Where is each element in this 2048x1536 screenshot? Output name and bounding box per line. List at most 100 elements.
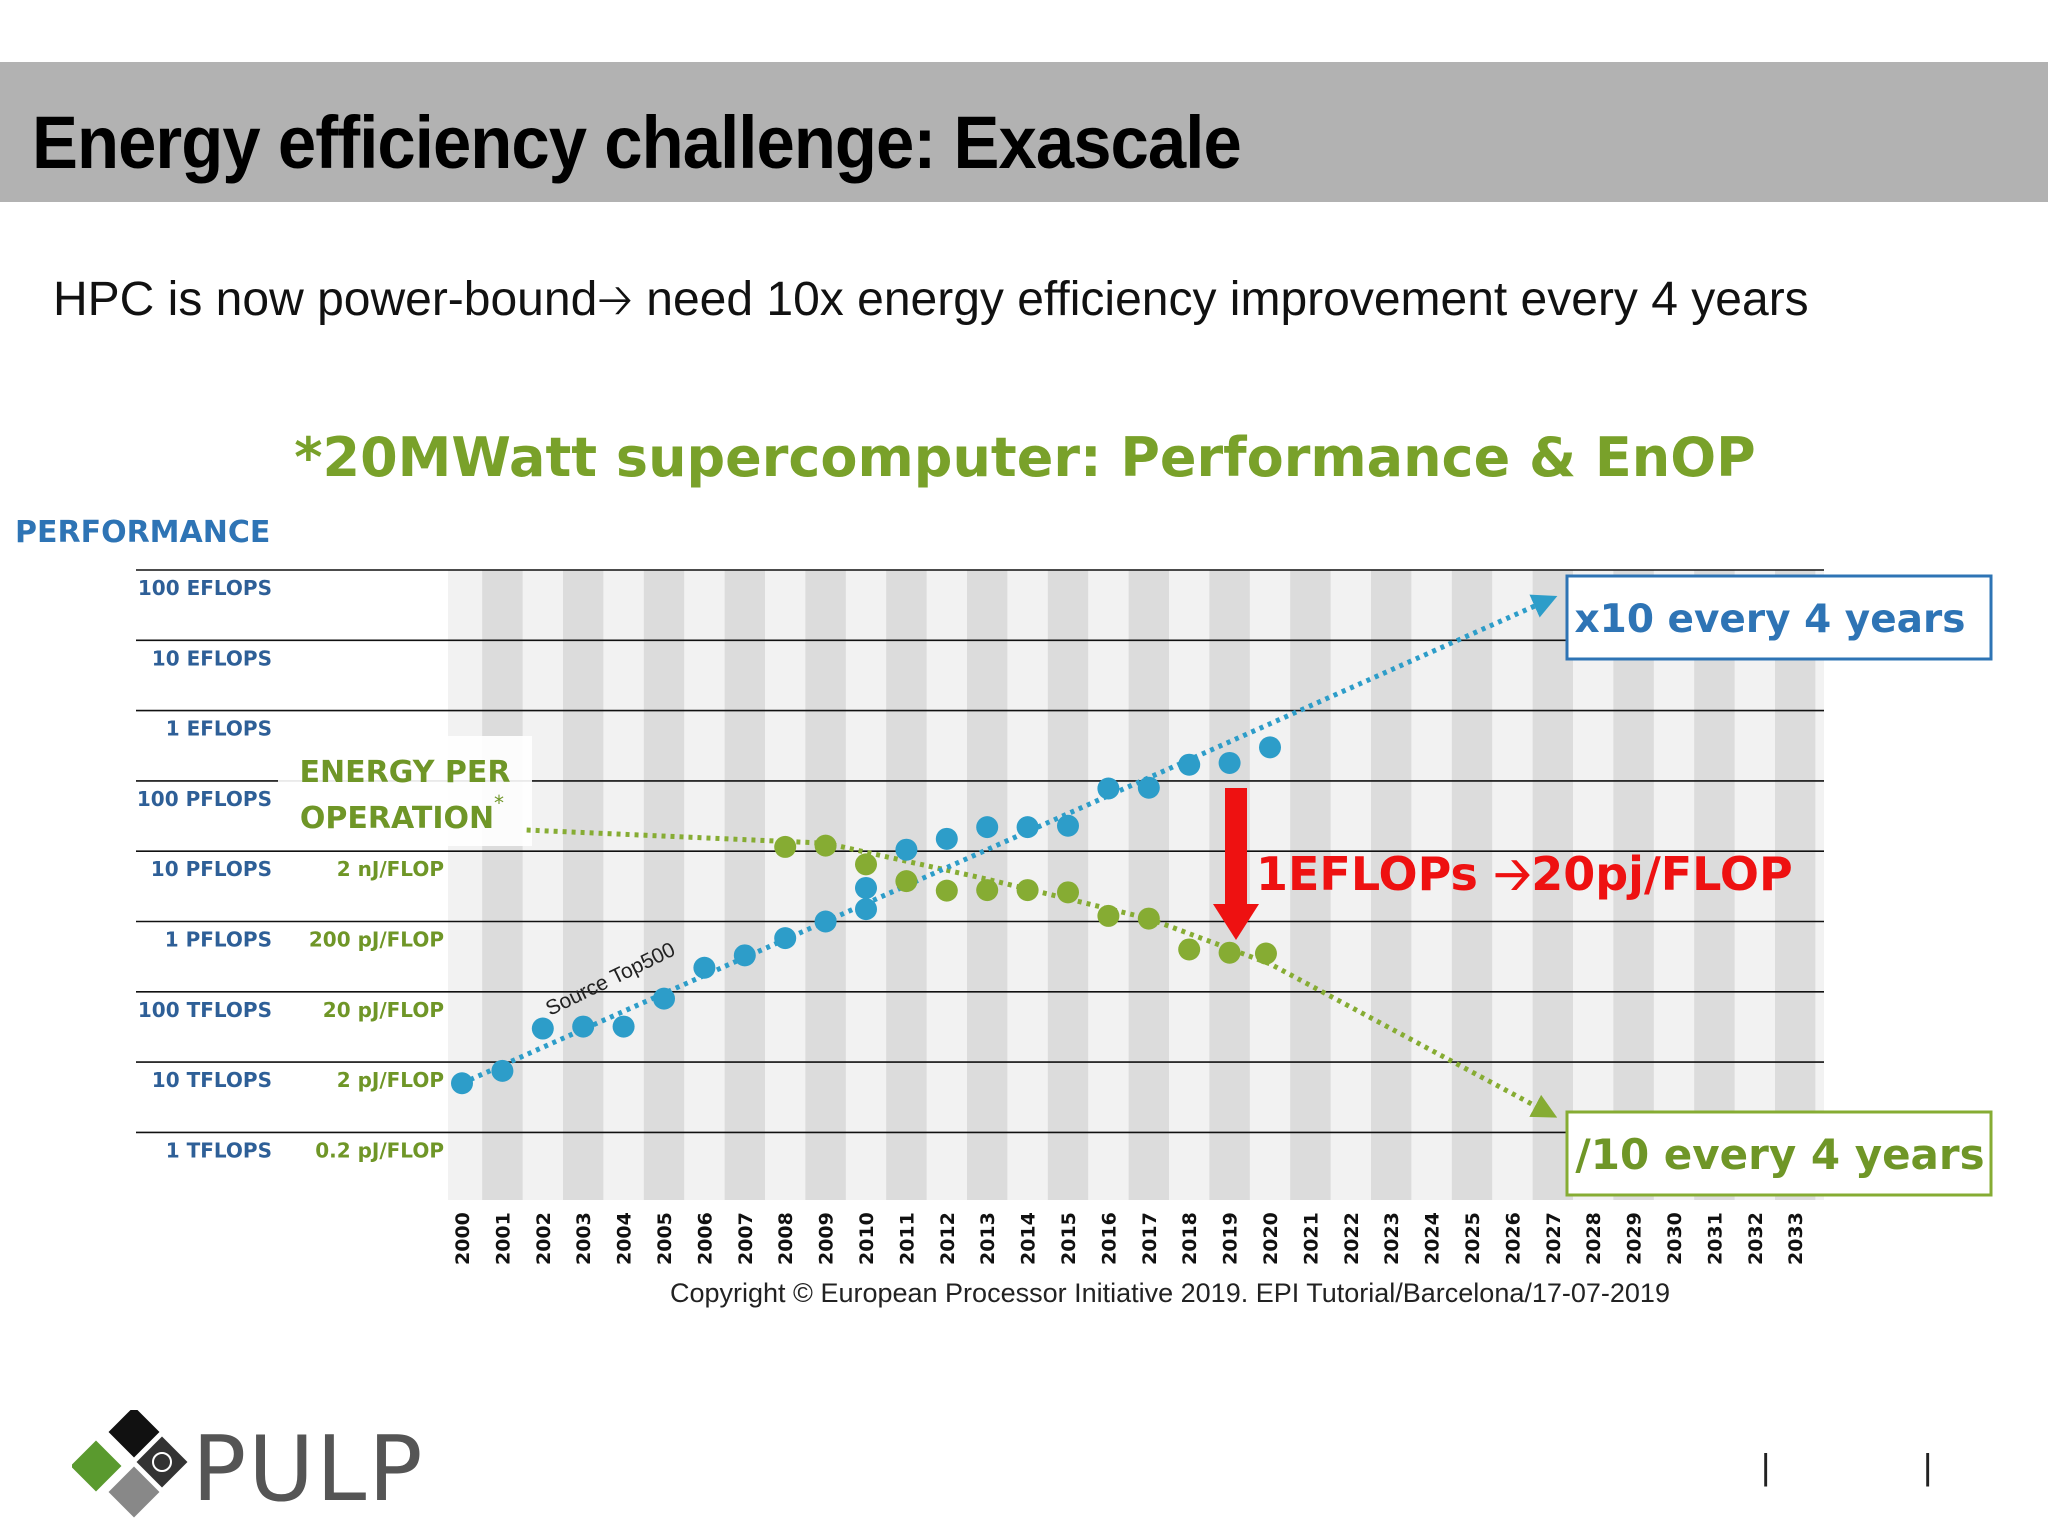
year-stripe bbox=[482, 570, 523, 1200]
performance-point bbox=[855, 876, 877, 899]
y2-tick-label: 2 pJ/FLOP bbox=[337, 1068, 444, 1092]
performance-point bbox=[895, 838, 918, 861]
performance-point bbox=[935, 827, 958, 850]
slide-subtitle: HPC is now power-bound🡢 need 10x energy … bbox=[53, 268, 1809, 343]
x-tick-label: 2016 bbox=[1098, 1212, 1120, 1265]
x-tick-label: 2032 bbox=[1745, 1212, 1767, 1265]
performance-point bbox=[612, 1015, 635, 1038]
x-tick-label: 2025 bbox=[1462, 1212, 1484, 1265]
performance-point bbox=[814, 910, 837, 933]
x-tick-label: 2026 bbox=[1502, 1212, 1524, 1265]
x-tick-labels: 2000 2001 2002 2003 2004 2005 2006 2007 2008 2009… bbox=[452, 1212, 1807, 1265]
subtitle-text-end: need 10x energy efficiency improvement e… bbox=[632, 273, 1809, 326]
x-tick-label: 2030 bbox=[1664, 1212, 1686, 1265]
x-tick-label: 2001 bbox=[492, 1212, 514, 1265]
year-stripe bbox=[1128, 570, 1169, 1200]
y2-tick-label: 0.2 pJ/FLOP bbox=[315, 1138, 444, 1162]
performance-point bbox=[1178, 753, 1201, 776]
performance-point bbox=[572, 1015, 595, 1038]
x-tick-label: 2027 bbox=[1543, 1212, 1565, 1265]
year-stripes bbox=[448, 570, 1824, 1200]
energy-point bbox=[976, 879, 999, 902]
year-stripe bbox=[1775, 570, 1816, 1200]
performance-point bbox=[1057, 814, 1079, 837]
subtitle-text-start: HPC is now power-bound bbox=[53, 273, 598, 326]
right-arrow-icon: 🡢 bbox=[597, 276, 633, 325]
x-tick-label: 2017 bbox=[1139, 1212, 1161, 1265]
y-tick-label: 100 PFLOPS bbox=[137, 787, 272, 811]
x-tick-label: 2011 bbox=[896, 1212, 918, 1265]
energy-point bbox=[814, 834, 837, 857]
y-tick-label: 1 EFLOPS bbox=[166, 717, 272, 741]
performance-point bbox=[693, 956, 716, 979]
performance-callout-box bbox=[1565, 574, 1993, 661]
footer-separator: | bbox=[1761, 1446, 1771, 1487]
performance-point bbox=[1097, 777, 1120, 800]
x-tick-label: 2009 bbox=[816, 1212, 838, 1265]
energy-axis-title-mark: * bbox=[494, 791, 504, 815]
energy-point bbox=[1137, 907, 1160, 930]
performance-point bbox=[774, 927, 797, 950]
performance-points bbox=[451, 736, 1281, 1095]
x-tick-label: 2013 bbox=[977, 1212, 999, 1265]
performance-point bbox=[1016, 816, 1039, 839]
x-tick-label: 2000 bbox=[452, 1212, 474, 1265]
energy-point bbox=[895, 870, 918, 893]
pulp-logo-text: PULP bbox=[192, 1417, 425, 1520]
x-tick-label: 2023 bbox=[1381, 1212, 1403, 1265]
x-tick-label: 2024 bbox=[1422, 1212, 1444, 1265]
y-tick-labels: 100 EFLOPS 10 EFLOPS 1 EFLOPS 100 PFLOPS 10 … bbox=[137, 576, 272, 1162]
y-tick-label: 100 TFLOPS bbox=[138, 998, 272, 1022]
x-tick-label: 2007 bbox=[735, 1212, 757, 1265]
x-tick-label: 2006 bbox=[694, 1212, 716, 1265]
x-tick-label: 2015 bbox=[1058, 1212, 1080, 1265]
performance-point bbox=[1218, 751, 1241, 774]
y-tick-label: 10 TFLOPS bbox=[152, 1068, 272, 1092]
footer-separator: | bbox=[1923, 1446, 1933, 1487]
energy-trend-line bbox=[526, 827, 1558, 1118]
performance-point bbox=[855, 898, 877, 921]
x-tick-label: 2028 bbox=[1583, 1212, 1605, 1265]
year-stripe bbox=[1451, 570, 1493, 1200]
x-tick-label: 2018 bbox=[1179, 1212, 1201, 1265]
year-stripe bbox=[643, 570, 685, 1200]
y-tick-label: 1 PFLOPS bbox=[165, 928, 272, 952]
performance-callout: x10 every 4 years bbox=[1575, 597, 1966, 642]
slide-title: Energy efficiency challenge: Exascale bbox=[32, 101, 1242, 184]
x-tick-label: 2033 bbox=[1785, 1212, 1807, 1265]
energy-point bbox=[1097, 904, 1120, 927]
y2-tick-label: 200 pJ/FLOP bbox=[309, 928, 444, 952]
energy-point bbox=[774, 835, 797, 858]
energy-axis-title-line1: ENERGY PER bbox=[300, 755, 511, 790]
x-tick-label: 2019 bbox=[1220, 1212, 1242, 1265]
performance-point bbox=[976, 816, 999, 839]
energy-point bbox=[935, 879, 958, 902]
energy-point bbox=[1254, 942, 1277, 965]
x-tick-label: 2005 bbox=[654, 1212, 676, 1265]
y2-tick-labels: 2 nJ/FLOP 200 pJ/FLOP 20 pJ/FLOP 2 pJ/FLOP 0… bbox=[309, 857, 444, 1162]
year-stripe bbox=[1613, 570, 1654, 1200]
target-arrow-icon bbox=[1213, 788, 1259, 940]
year-stripe bbox=[724, 570, 765, 1200]
x-tick-label: 2022 bbox=[1341, 1212, 1363, 1265]
x-tick-label: 2010 bbox=[856, 1212, 878, 1265]
year-stripe bbox=[1694, 570, 1735, 1200]
performance-point bbox=[531, 1017, 554, 1040]
pulp-puzzle-icon bbox=[72, 1410, 188, 1518]
chart-title: *20MWatt supercomputer: Performance & En… bbox=[294, 426, 1755, 489]
x-tick-label: 2012 bbox=[937, 1212, 959, 1265]
x-tick-label: 2021 bbox=[1300, 1212, 1322, 1265]
energy-point bbox=[1016, 879, 1039, 902]
y-tick-label: 100 EFLOPS bbox=[138, 576, 272, 600]
x-tick-label: 2004 bbox=[614, 1212, 636, 1265]
y-tick-label: 10 EFLOPS bbox=[152, 646, 272, 670]
x-tick-label: 2029 bbox=[1624, 1212, 1646, 1265]
y2-tick-label: 2 nJ/FLOP bbox=[337, 857, 444, 881]
x-tick-label: 2008 bbox=[775, 1212, 797, 1265]
performance-point bbox=[1259, 736, 1281, 759]
energy-point bbox=[1057, 881, 1079, 904]
energy-axis-title-line2: OPERATION bbox=[300, 801, 494, 836]
performance-enop-chart: 100 EFLOPS 10 EFLOPS 1 EFLOPS 100 PFLOPS 10 … bbox=[15, 426, 1993, 1265]
x-tick-label: 2020 bbox=[1260, 1212, 1282, 1265]
energy-label-box bbox=[278, 736, 532, 846]
